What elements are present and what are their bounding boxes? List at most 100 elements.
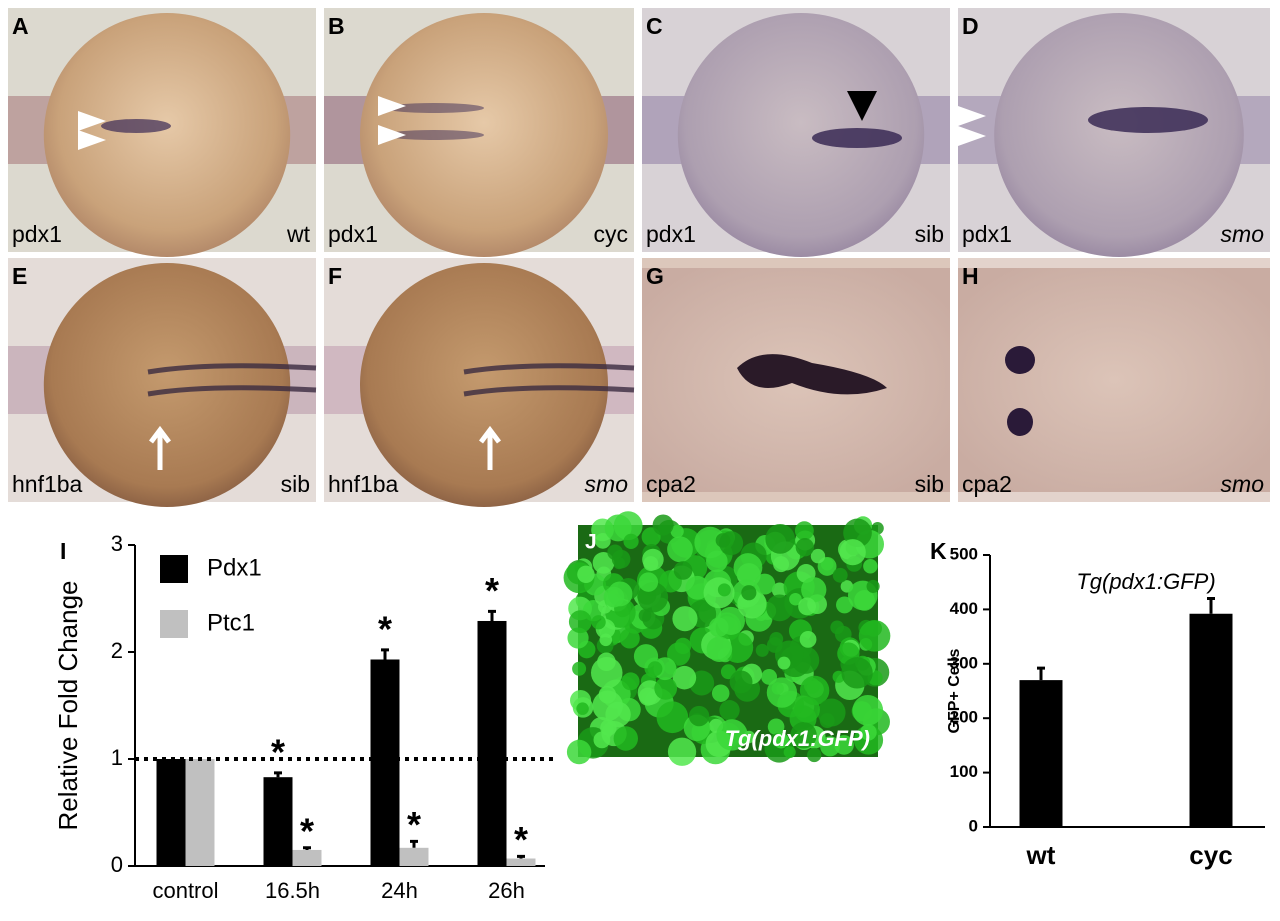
stain — [384, 103, 484, 113]
gfp-cell — [795, 538, 815, 557]
genotype-label: sib — [915, 221, 944, 247]
gfp-cell — [860, 723, 877, 741]
stain — [147, 363, 317, 375]
legend-swatch — [160, 610, 188, 638]
y-tick-label: 500 — [950, 544, 978, 563]
gfp-cell — [799, 630, 817, 648]
gfp-cell — [789, 592, 802, 606]
gfp-cell — [638, 572, 659, 592]
arrowhead — [378, 96, 406, 116]
gfp-cell — [716, 719, 748, 751]
gfp-cell — [600, 719, 617, 736]
y-tick-label: 400 — [950, 599, 978, 618]
gene-label: pdx1 — [962, 221, 1012, 247]
photo-embryo — [677, 13, 925, 257]
gfp-cell — [613, 726, 638, 751]
stain — [384, 130, 484, 140]
stain — [812, 128, 902, 148]
gfp-cell — [567, 627, 589, 649]
gene-label: hnf1ba — [328, 471, 399, 497]
gfp-cell — [719, 700, 740, 721]
gfp-cell — [711, 684, 730, 702]
x-tick-label: 24h — [381, 878, 418, 903]
error-bar — [1207, 597, 1215, 614]
arrowhead — [378, 125, 406, 145]
x-tick-label: 16.5h — [265, 878, 320, 903]
panel-letter: A — [12, 13, 29, 39]
photo-embryo — [958, 268, 1270, 492]
genotype-label: smo — [1221, 221, 1265, 247]
gfp-cell — [572, 661, 587, 676]
bar — [263, 777, 293, 866]
gfp-cell — [685, 575, 710, 600]
gfp-cell — [830, 620, 845, 635]
gfp-cell — [841, 657, 873, 689]
gfp-cell — [767, 718, 785, 736]
gfp-cell — [619, 628, 640, 649]
stain — [101, 119, 171, 133]
gfp-cell — [729, 670, 753, 694]
y-tick-label: 2 — [111, 638, 123, 663]
y-tick-label: 0 — [969, 816, 978, 835]
gfp-cell — [790, 722, 817, 749]
panel-label: Tg(pdx1:GFP) — [725, 726, 870, 751]
gfp-cell — [595, 533, 611, 549]
gfp-cell — [568, 610, 592, 634]
bar — [506, 858, 536, 866]
gene-label: pdx1 — [12, 221, 62, 247]
gfp-cell — [621, 672, 640, 691]
gfp-cell — [566, 739, 592, 765]
stain — [737, 354, 887, 395]
y-tick-label: 100 — [950, 762, 978, 781]
legend-label: Pdx1 — [207, 554, 262, 581]
arrowhead — [958, 106, 986, 126]
panel-letter: J — [585, 531, 597, 554]
error-bar — [410, 839, 418, 848]
stain — [1007, 408, 1033, 436]
gfp-cell — [688, 705, 710, 727]
y-axis-label: Relative Fold Change — [53, 580, 83, 830]
gfp-cell — [652, 514, 674, 536]
gfp-cell — [607, 581, 633, 607]
y-axis-label: GFP+ Cells — [946, 648, 963, 733]
panel-letter: B — [328, 13, 345, 39]
significance-marker: * — [378, 608, 392, 649]
gfp-cell — [832, 567, 848, 583]
significance-marker: * — [485, 570, 499, 611]
bar — [1019, 680, 1063, 827]
stain — [1088, 107, 1208, 133]
gfp-cell — [771, 582, 788, 598]
error-bar — [1037, 666, 1045, 681]
error-bar — [381, 648, 389, 660]
gfp-cell — [754, 573, 776, 595]
chart-title: Tg(pdx1:GFP) — [1076, 569, 1215, 594]
gfp-cell — [755, 643, 769, 657]
gfp-cell — [667, 737, 697, 766]
gfp-cell — [590, 656, 623, 689]
gfp-cell — [783, 746, 796, 759]
gfp-cell — [866, 579, 880, 593]
panel-letter: I — [60, 538, 66, 564]
x-tick-label: control — [152, 878, 218, 903]
photo-embryo — [43, 13, 291, 257]
x-tick-label: cyc — [1189, 840, 1232, 870]
gfp-cell — [777, 656, 791, 670]
gfp-cell — [801, 577, 827, 603]
bar — [156, 759, 186, 866]
error-bar — [488, 609, 496, 621]
gfp-cell — [807, 747, 822, 763]
y-tick-label: 300 — [950, 653, 978, 672]
gene-label: hnf1ba — [12, 471, 83, 497]
photo-embryo — [43, 263, 291, 507]
stain — [147, 385, 317, 397]
error-bar — [274, 771, 282, 778]
gfp-cell — [654, 677, 678, 700]
genotype-label: sib — [281, 471, 310, 497]
gfp-cell — [766, 594, 793, 622]
y-tick-label: 200 — [950, 708, 978, 727]
gene-label: pdx1 — [328, 221, 378, 247]
gfp-cell — [591, 615, 606, 630]
bar — [1189, 613, 1233, 827]
x-tick-label: wt — [1026, 840, 1056, 870]
